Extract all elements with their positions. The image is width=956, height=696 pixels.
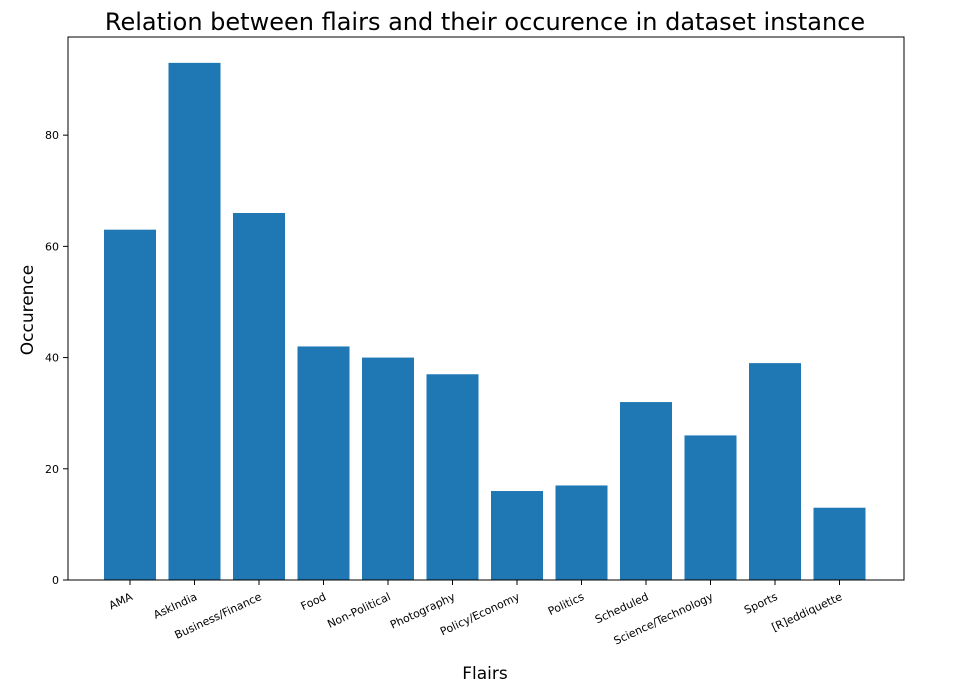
bar-science-technology xyxy=(684,435,737,580)
bar-policy-economy xyxy=(491,491,543,580)
bar-scheduled xyxy=(620,402,672,580)
y-tick-label: 60 xyxy=(45,240,59,253)
bar-business-finance xyxy=(233,212,285,580)
y-tick-label: 0 xyxy=(52,574,59,587)
x-axis-label: Flairs xyxy=(462,664,508,684)
x-tick-label: AskIndia xyxy=(151,590,199,621)
x-tick-label: [R]eddiquette xyxy=(770,590,845,634)
bar-food xyxy=(297,346,350,580)
x-tick-label: Sports xyxy=(742,590,780,617)
y-tick-label: 40 xyxy=(45,352,59,365)
bar-politics xyxy=(555,485,608,580)
y-tick-label: 80 xyxy=(45,129,59,142)
y-tick-label: 20 xyxy=(45,463,59,476)
bar-photography xyxy=(426,374,479,580)
bar-r-eddiquette xyxy=(813,507,866,580)
x-tick-label: Food xyxy=(299,590,328,613)
bar-sports xyxy=(749,363,801,580)
x-tick-label: AMA xyxy=(107,590,135,612)
plot-frame xyxy=(67,36,905,581)
x-tick-label: Non-Political xyxy=(325,590,392,631)
x-tick-label: Politics xyxy=(546,590,586,618)
bar-askindia xyxy=(168,62,221,581)
chart-title: Relation between flairs and their occure… xyxy=(105,8,865,36)
y-axis-label: Occurence xyxy=(18,265,38,356)
bar-ama xyxy=(104,229,156,580)
bar-non-political xyxy=(362,357,414,580)
